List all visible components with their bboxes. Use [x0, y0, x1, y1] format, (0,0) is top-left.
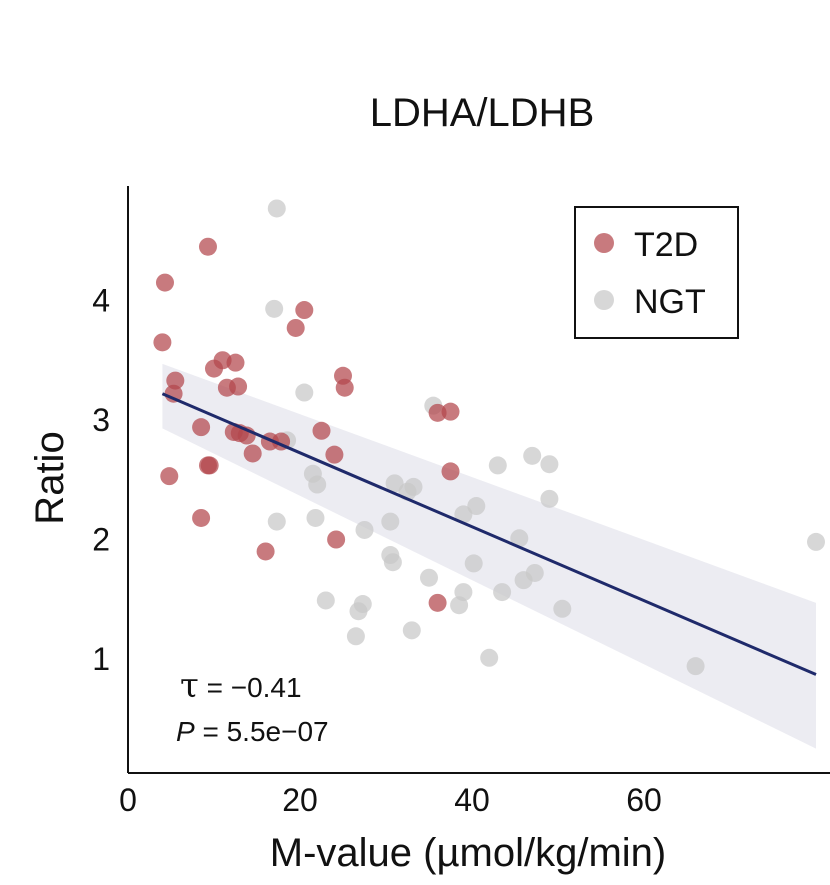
p-value-annotation: P = 5.5e−07: [176, 716, 329, 747]
data-point-t2d-9: [200, 456, 219, 475]
legend-marker-t2d: [594, 233, 614, 253]
data-point-t2d-18: [243, 444, 262, 463]
data-point-ngt-9: [346, 627, 365, 646]
data-point-t2d-13: [226, 353, 245, 372]
y-tick-label-4: 4: [92, 283, 110, 319]
tau-symbol: τ: [180, 666, 199, 706]
data-point-ngt-27: [480, 648, 499, 667]
data-point-t2d-24: [312, 421, 331, 440]
data-point-ngt-6: [308, 475, 327, 494]
data-point-t2d-23: [295, 301, 314, 320]
data-point-ngt-34: [540, 455, 559, 474]
data-point-ngt-25: [464, 554, 483, 573]
legend-frame: [574, 206, 739, 339]
y-tick-label-2: 2: [92, 522, 110, 558]
data-point-t2d-5: [192, 418, 211, 437]
x-tick-label-20: 20: [282, 782, 318, 818]
data-point-ngt-20: [420, 568, 438, 587]
data-point-ngt-15: [381, 512, 400, 531]
x-tick-label-60: 60: [626, 782, 662, 818]
data-point-t2d-3: [166, 371, 185, 390]
data-point-t2d-1: [155, 273, 174, 292]
data-point-ngt-7: [306, 508, 325, 527]
x-tick-label-40: 40: [454, 782, 490, 818]
data-point-ngt-30: [510, 529, 529, 548]
data-point-ngt-32: [523, 446, 542, 465]
y-tick-label-1: 1: [92, 641, 110, 677]
confidence-band: [162, 363, 816, 749]
y-axis-ticks: 1 2 3 4: [92, 283, 110, 678]
regression-line: [161, 392, 817, 676]
legend: T2D NGT: [574, 206, 739, 339]
data-point-t2d-32: [428, 593, 447, 612]
tau-value: = −0.41: [199, 672, 302, 703]
legend-label-ngt: NGT: [634, 283, 706, 321]
data-point-ngt-12: [355, 520, 374, 539]
data-point-t2d-22: [286, 318, 305, 337]
data-point-ngt-2: [267, 512, 286, 531]
p-value: = 5.5e−07: [195, 716, 329, 747]
legend-label-t2d: T2D: [634, 226, 698, 264]
data-point-ngt-8: [316, 591, 335, 610]
plot-area: [153, 199, 825, 749]
data-point-t2d-30: [441, 402, 460, 421]
x-tick-label-0: 0: [119, 782, 137, 818]
data-point-ngt-38: [807, 532, 825, 551]
x-axis-title: M-value (µmol/kg/min): [270, 831, 666, 875]
y-axis-title: Ratio: [28, 431, 72, 524]
data-point-t2d-29: [428, 403, 447, 422]
data-point-t2d-14: [229, 377, 248, 396]
data-point-t2d-28: [335, 378, 354, 397]
x-axis-ticks: 0 20 40 60: [119, 782, 662, 818]
tau-annotation: τ = −0.41: [180, 666, 302, 706]
data-point-t2d-31: [441, 462, 460, 481]
data-point-ngt-28: [488, 456, 507, 475]
data-point-ngt-37: [686, 657, 705, 676]
data-point-ngt-19: [402, 621, 421, 640]
data-point-ngt-4: [295, 383, 314, 402]
data-point-t2d-19: [256, 542, 275, 561]
y-tick-label-3: 3: [92, 402, 110, 438]
data-point-ngt-26: [467, 497, 486, 516]
chart-title: LDHA/LDHB: [370, 91, 595, 135]
data-point-t2d-7: [198, 237, 217, 256]
data-point-t2d-25: [325, 445, 344, 464]
data-point-ngt-24: [454, 505, 473, 524]
p-symbol: P: [176, 716, 195, 747]
data-point-ngt-35: [540, 489, 559, 508]
legend-marker-ngt: [594, 290, 614, 310]
data-point-t2d-6: [192, 508, 211, 527]
data-points: [153, 199, 825, 676]
data-point-t2d-0: [153, 333, 172, 352]
data-point-t2d-2: [160, 467, 179, 486]
data-point-t2d-26: [327, 530, 346, 549]
data-point-ngt-0: [267, 199, 286, 218]
data-point-ngt-1: [265, 299, 284, 318]
data-point-ngt-14: [383, 553, 402, 572]
data-point-ngt-36: [553, 599, 572, 618]
data-point-ngt-11: [353, 595, 372, 614]
data-point-ngt-29: [493, 583, 512, 602]
data-point-ngt-23: [454, 583, 473, 602]
data-point-ngt-18: [404, 477, 423, 496]
data-point-ngt-16: [385, 474, 404, 493]
data-point-ngt-33: [525, 563, 544, 582]
